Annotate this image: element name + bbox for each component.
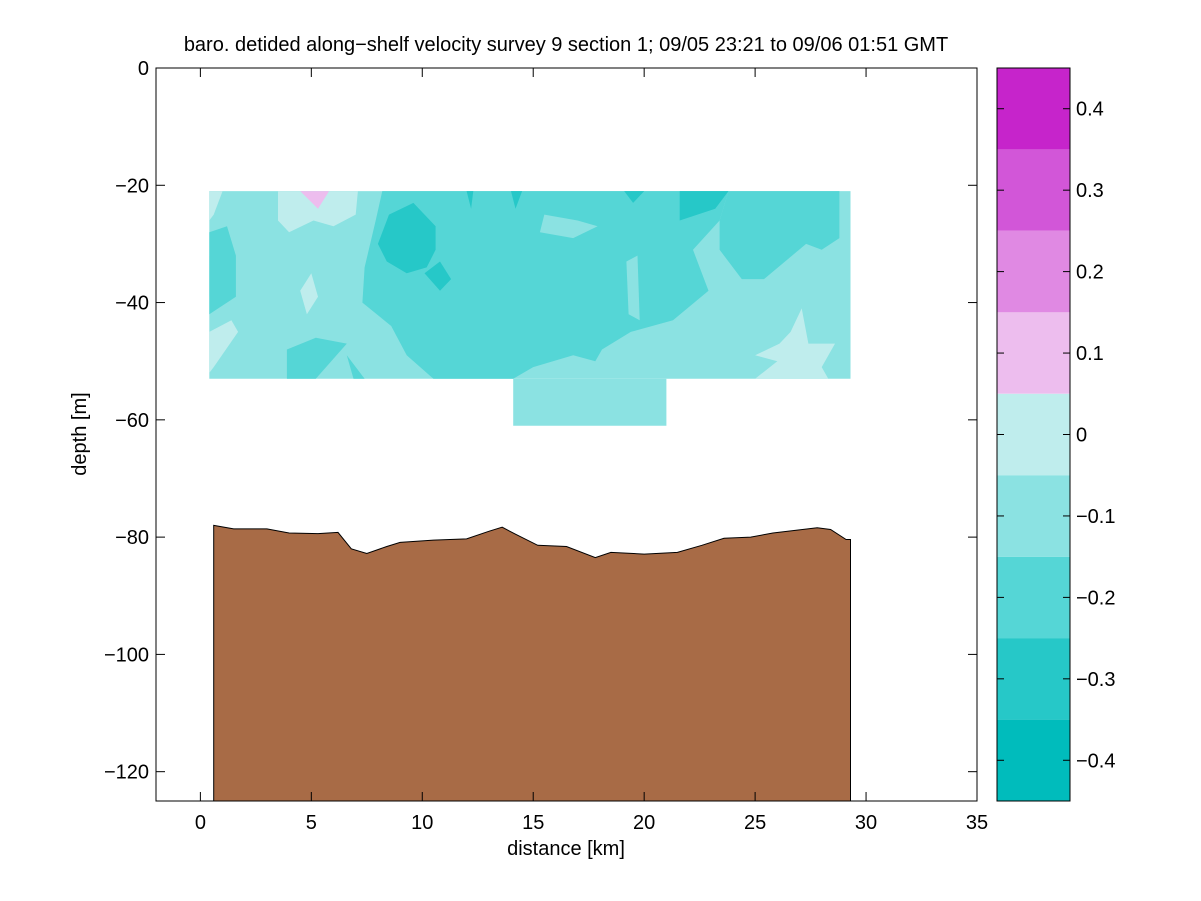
colorbar-swatch bbox=[997, 312, 1070, 394]
y-tick-label: −20 bbox=[115, 175, 149, 197]
plot-area: 0 5 10 15 20 25 30 35 0 −20 −40 −60 −80 −100 −120 bbox=[104, 58, 988, 834]
colorbar-tick-label: −0.3 bbox=[1076, 669, 1115, 691]
contour-patch-4 bbox=[209, 226, 236, 315]
contour-patch-11 bbox=[466, 191, 474, 209]
x-axis-label: distance [km] bbox=[507, 838, 625, 860]
contour-patch-16 bbox=[278, 191, 358, 233]
x-tick-label: 5 bbox=[306, 812, 317, 834]
seafloor-bathymetry bbox=[213, 524, 851, 802]
colorbar-tick-label: 0.3 bbox=[1076, 180, 1104, 202]
y-tick-label: 0 bbox=[138, 58, 149, 80]
colorbar-tick-label: −0.1 bbox=[1076, 506, 1115, 528]
contour-patch-2 bbox=[362, 191, 729, 379]
contour-patch-10 bbox=[424, 261, 452, 291]
x-tick-label: 10 bbox=[411, 812, 433, 834]
y-tick-label: −80 bbox=[115, 527, 149, 549]
colorbar-swatch bbox=[997, 719, 1070, 801]
colorbar-swatch bbox=[997, 393, 1070, 476]
contour-patch-1 bbox=[513, 378, 667, 426]
colorbar-tick-label: 0.4 bbox=[1076, 99, 1104, 121]
chart-title: baro. detided along−shelf velocity surve… bbox=[184, 34, 948, 56]
x-tick-label: 35 bbox=[966, 812, 988, 834]
colorbar-tick-label: −0.4 bbox=[1076, 750, 1115, 772]
colorbar-swatch bbox=[997, 230, 1070, 313]
y-axis: 0 −20 −40 −60 −80 −100 −120 bbox=[104, 58, 977, 784]
colorbar-tick-label: −0.2 bbox=[1076, 587, 1115, 609]
contour-patch-6 bbox=[346, 355, 365, 379]
x-tick-label: 15 bbox=[522, 812, 544, 834]
contour-patch-13 bbox=[624, 191, 645, 203]
colorbar-swatch bbox=[997, 556, 1070, 639]
contour-patch-19 bbox=[209, 320, 239, 373]
contour-patch-18 bbox=[300, 273, 318, 315]
colorbar-swatch bbox=[997, 638, 1070, 720]
x-tick-label: 0 bbox=[195, 812, 206, 834]
plot-frame bbox=[155, 67, 978, 802]
colorbar-swatch bbox=[997, 475, 1070, 557]
contour-patch-8 bbox=[626, 255, 640, 321]
x-tick-label: 30 bbox=[855, 812, 877, 834]
y-axis-label: depth [m] bbox=[69, 392, 91, 475]
contour-patch-14 bbox=[679, 191, 729, 221]
contour-patch-3 bbox=[719, 191, 840, 280]
colorbar: −0.4 −0.3 −0.2 −0.1 0 0.1 0.2 0.3 0.4 bbox=[996, 67, 1115, 802]
colorbar-tick-label: 0.2 bbox=[1076, 262, 1104, 284]
y-tick-label: −120 bbox=[104, 762, 149, 784]
y-tick-label: −40 bbox=[115, 293, 149, 315]
contour-patch-5 bbox=[286, 337, 347, 379]
contour-patch-12 bbox=[511, 191, 523, 209]
x-tick-label: 20 bbox=[633, 812, 655, 834]
contour-patch-7 bbox=[539, 214, 598, 239]
contour-patch-20 bbox=[755, 308, 835, 379]
contour-patch-15 bbox=[209, 191, 223, 221]
contour-patch-17 bbox=[300, 191, 330, 209]
x-axis: 0 5 10 15 20 25 30 35 bbox=[195, 68, 988, 834]
x-tick-label: 25 bbox=[744, 812, 766, 834]
colorbar-tick-label: 0.1 bbox=[1076, 343, 1104, 365]
contour-patch-9 bbox=[377, 202, 436, 274]
colorbar-swatch bbox=[997, 68, 1070, 150]
y-tick-label: −100 bbox=[104, 644, 149, 666]
velocity-contours bbox=[209, 191, 851, 426]
y-tick-label: −60 bbox=[115, 410, 149, 432]
colorbar-swatch bbox=[997, 149, 1070, 231]
colorbar-tick-label: 0 bbox=[1076, 425, 1087, 447]
